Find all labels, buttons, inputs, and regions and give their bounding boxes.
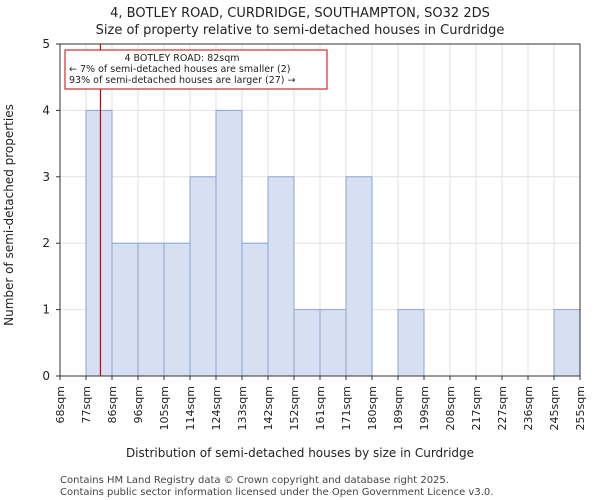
x-tick-label: 105sqm bbox=[158, 386, 171, 430]
histogram-bar bbox=[345, 176, 373, 377]
y-tick-label: 4 bbox=[42, 103, 50, 117]
annotation-box: 4 BOTLEY ROAD: 82sqm ← 7% of semi-detach… bbox=[64, 49, 328, 90]
y-axis-ticks: 0 1 2 3 4 5 bbox=[42, 37, 60, 383]
histogram-bar bbox=[137, 242, 165, 377]
x-tick-label: 96sqm bbox=[132, 386, 145, 423]
x-tick-label: 255sqm bbox=[574, 386, 587, 430]
y-tick-label: 2 bbox=[42, 236, 50, 250]
histogram-bar bbox=[215, 109, 243, 377]
annotation-line1: 4 BOTLEY ROAD: 82sqm bbox=[124, 53, 239, 64]
x-tick-label: 68sqm bbox=[54, 386, 67, 423]
footer-line2: Contains public sector information licen… bbox=[60, 487, 493, 498]
x-tick-label: 236sqm bbox=[522, 386, 535, 430]
y-tick-label: 0 bbox=[42, 369, 50, 383]
y-tick-label: 1 bbox=[42, 303, 50, 317]
x-tick-label: 189sqm bbox=[392, 386, 405, 430]
x-tick-label: 227sqm bbox=[496, 386, 509, 430]
annotation-line3: 93% of semi-detached houses are larger (… bbox=[69, 75, 296, 86]
histogram-bar bbox=[241, 242, 269, 377]
chart-title-line1: 4, BOTLEY ROAD, CURDRIDGE, SOUTHAMPTON, … bbox=[110, 6, 490, 21]
histogram-bar bbox=[267, 176, 295, 377]
x-tick-label: 142sqm bbox=[262, 386, 275, 430]
histogram-bar bbox=[397, 309, 425, 377]
footer-line1: Contains HM Land Registry data © Crown c… bbox=[60, 475, 449, 486]
x-tick-label: 199sqm bbox=[418, 386, 431, 430]
histogram-bar bbox=[319, 309, 347, 377]
x-axis-ticks: 68sqm 77sqm 86sqm 96sqm 105sqm 114sqm 124sqm 13… bbox=[54, 376, 587, 430]
x-tick-label: 152sqm bbox=[288, 386, 301, 430]
x-tick-label: 124sqm bbox=[210, 386, 223, 430]
plot-frame bbox=[59, 43, 581, 377]
x-axis-label: Distribution of semi-detached houses by … bbox=[126, 446, 474, 460]
x-tick-label: 86sqm bbox=[106, 386, 119, 423]
x-tick-label: 171sqm bbox=[340, 386, 353, 430]
histogram-bar bbox=[553, 309, 581, 377]
x-tick-label: 77sqm bbox=[80, 386, 93, 423]
x-tick-label: 114sqm bbox=[184, 386, 197, 430]
x-tick-label: 245sqm bbox=[548, 386, 561, 430]
x-tick-label: 161sqm bbox=[314, 386, 327, 430]
x-tick-label: 133sqm bbox=[236, 386, 249, 430]
annotation-line2: ← 7% of semi-detached houses are smaller… bbox=[69, 64, 290, 75]
histogram-bar bbox=[189, 176, 217, 377]
y-tick-label: 5 bbox=[42, 37, 50, 51]
histogram-bar bbox=[163, 242, 191, 377]
y-axis-label: Number of semi-detached properties bbox=[2, 104, 16, 326]
x-tick-label: 180sqm bbox=[366, 386, 379, 430]
y-tick-label: 3 bbox=[42, 170, 50, 184]
histogram-bar bbox=[111, 242, 139, 377]
x-tick-label: 217sqm bbox=[470, 386, 483, 430]
histogram-bar bbox=[293, 309, 321, 377]
x-tick-label: 208sqm bbox=[444, 386, 457, 430]
chart-title-line2: Size of property relative to semi-detach… bbox=[96, 23, 505, 38]
histogram-bar bbox=[85, 109, 113, 377]
